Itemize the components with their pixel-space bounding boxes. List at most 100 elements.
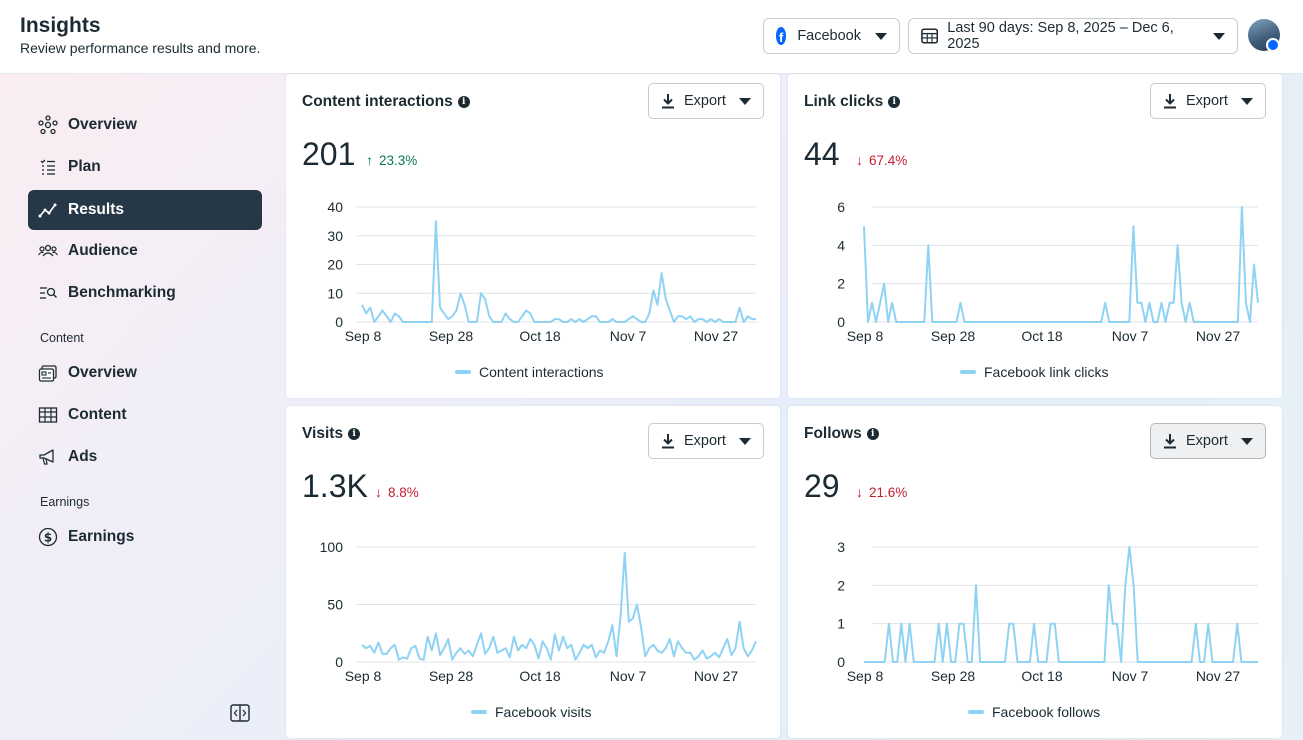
metric-change: ↓ 67.4% (856, 152, 907, 168)
x-tick-label: Sep 8 (345, 668, 382, 684)
legend-swatch (455, 370, 471, 374)
x-tick-label: Sep 28 (429, 668, 474, 684)
sidebar-item-ads[interactable]: Ads (28, 437, 262, 477)
info-icon[interactable]: i (457, 96, 470, 108)
info-icon[interactable]: i (888, 96, 901, 108)
y-tick-label: 4 (837, 237, 845, 253)
export-button-label: Export (684, 433, 726, 449)
arrow-down-icon: ↓ (856, 484, 863, 500)
metric-change-value: 23.3% (379, 152, 418, 168)
download-icon (662, 94, 674, 109)
sidebar-item-results[interactable]: Results (28, 190, 262, 230)
metric-value: 29 (804, 468, 840, 504)
sidebar-item-label: Audience (68, 242, 138, 259)
export-button[interactable]: Export (648, 423, 764, 459)
card-title-text: Follows (804, 425, 862, 442)
card-title: Visits i (302, 425, 361, 443)
card-title: Link clicks i (804, 93, 901, 111)
x-tick-label: Nov 27 (1196, 328, 1241, 344)
sidebar-item-label: Plan (68, 158, 101, 175)
legend-swatch (968, 710, 984, 714)
chevron-down-icon (875, 32, 887, 40)
info-icon[interactable]: i (866, 428, 879, 440)
export-button-label: Export (1186, 433, 1228, 449)
people-icon (38, 241, 58, 261)
sidebar-item-label: Overview (68, 364, 137, 381)
calendar-icon (921, 28, 939, 44)
facebook-badge-icon (1266, 38, 1280, 52)
sidebar-item-label: Ads (68, 448, 98, 465)
page-title: Insights (20, 14, 101, 37)
series-line (864, 546, 1258, 663)
x-tick-label: Nov 7 (1112, 328, 1149, 344)
metric-change-value: 21.6% (869, 484, 908, 500)
date-range-dropdown[interactable]: Last 90 days: Sep 8, 2025 – Dec 6, 2025 (908, 18, 1238, 54)
sidebar-item-content[interactable]: Content (28, 395, 262, 435)
arrow-up-icon: ↑ (366, 152, 373, 168)
section-label-earnings: Earnings (40, 495, 90, 509)
sidebar-item-overview[interactable]: Overview (28, 105, 262, 145)
chevron-down-icon (1240, 97, 1253, 105)
legend-label: Content interactions (479, 364, 604, 380)
export-button-label: Export (684, 93, 726, 109)
x-tick-label: Sep 28 (931, 668, 976, 684)
x-tick-label: Nov 7 (1112, 668, 1149, 684)
export-button[interactable]: Export (1150, 423, 1266, 459)
sidebar-item-earnings[interactable]: $ Earnings (28, 517, 262, 557)
collapse-sidebar-icon[interactable] (230, 704, 250, 722)
x-tick-label: Nov 7 (610, 668, 647, 684)
download-icon (662, 434, 674, 449)
platform-dropdown[interactable]: f Facebook (763, 18, 900, 54)
chevron-down-icon (738, 97, 751, 105)
card-content-interactions: Content interactions i Export 201 ↑ 23.3% … (286, 74, 780, 398)
y-tick-label: 3 (837, 539, 845, 555)
arrow-down-icon: ↓ (856, 152, 863, 168)
series-line (863, 206, 1259, 323)
arrow-down-icon: ↓ (375, 484, 382, 500)
page-subtitle: Review performance results and more. (20, 40, 261, 56)
list-icon (38, 157, 58, 177)
sidebar-item-audience[interactable]: Audience (28, 231, 262, 271)
y-tick-label: 0 (335, 654, 343, 670)
chart-legend: Content interactions (455, 364, 604, 380)
export-button[interactable]: Export (648, 83, 764, 119)
section-label-content: Content (40, 331, 84, 345)
card-title: Follows i (804, 425, 879, 443)
y-tick-label: 20 (327, 257, 343, 273)
card-title: Content interactions i (302, 93, 470, 111)
top-header: Insights Review performance results and … (0, 0, 1303, 74)
info-icon[interactable]: i (348, 428, 361, 440)
sidebar-item-label: Benchmarking (68, 284, 176, 301)
y-tick-label: 0 (335, 314, 343, 330)
card-visits: Visits i Export 1.3K ↓ 8.8% 0 50 100 Sep 8 Sep… (286, 406, 780, 738)
y-tick-label: 40 (327, 199, 343, 215)
network-icon (38, 115, 58, 135)
x-tick-label: Sep 8 (847, 668, 884, 684)
metric-change-value: 8.8% (388, 484, 419, 500)
y-tick-label: 0 (837, 314, 845, 330)
trend-icon (38, 200, 58, 220)
x-tick-label: Sep 28 (931, 328, 976, 344)
sidebar-item-label: Content (68, 406, 127, 423)
card-title-text: Link clicks (804, 93, 884, 110)
sidebar-item-benchmarking[interactable]: Benchmarking (28, 273, 262, 313)
metric-change-value: 67.4% (869, 152, 908, 168)
platform-dropdown-label: Facebook (797, 28, 861, 44)
x-tick-label: Nov 27 (1196, 668, 1241, 684)
chart-legend: Facebook follows (968, 704, 1100, 720)
svg-text:$: $ (44, 531, 52, 545)
card-follows: Follows i Export 29 ↓ 21.6% 0 1 2 3 Sep 8 Sep 2… (788, 406, 1282, 738)
y-tick-label: 30 (327, 228, 343, 244)
series-line (361, 220, 756, 323)
x-tick-label: Sep 8 (847, 328, 884, 344)
export-button[interactable]: Export (1150, 83, 1266, 119)
sidebar-item-label: Earnings (68, 528, 135, 545)
sidebar-item-content-overview[interactable]: Overview (28, 353, 262, 393)
sidebar-item-plan[interactable]: Plan (28, 147, 262, 187)
x-tick-label: Oct 18 (519, 668, 560, 684)
x-tick-label: Sep 8 (345, 328, 382, 344)
metric-value: 44 (804, 136, 840, 172)
export-button-label: Export (1186, 93, 1228, 109)
chevron-down-icon (738, 437, 751, 445)
chart: 0 1 2 3 Sep 8 Sep 28 Oct 18 Nov 7 Nov 27 (837, 539, 1258, 684)
